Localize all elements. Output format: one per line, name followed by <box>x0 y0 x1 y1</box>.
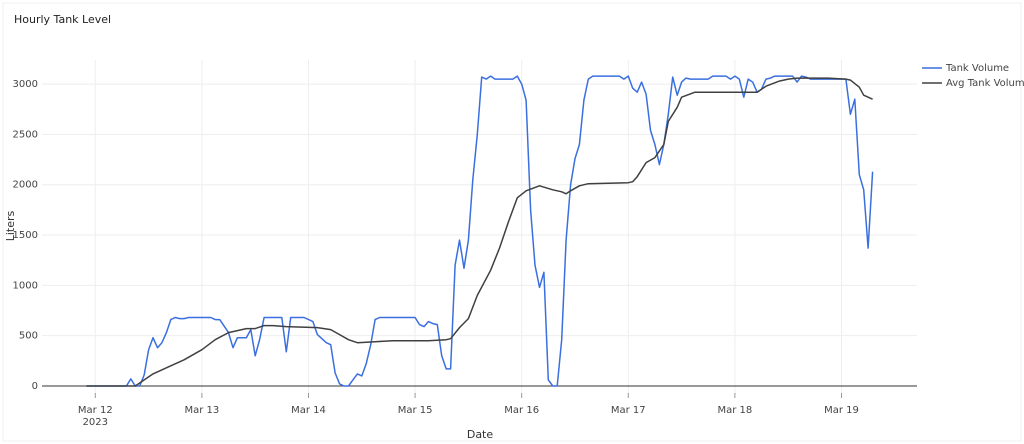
y-axis-title: Liters <box>4 210 17 241</box>
chart-title: Hourly Tank Level <box>14 13 111 26</box>
x-tick-label-line: Mar 16 <box>504 405 539 416</box>
x-tick-label-line: Mar 17 <box>611 405 646 416</box>
legend-label: Avg Tank Volume <box>946 78 1024 89</box>
x-tick-label: Mar 12 2023 <box>78 405 113 428</box>
legend-label: Tank Volume <box>945 63 1009 74</box>
y-tick-label: 2500 <box>13 129 38 140</box>
series-line <box>86 75 874 387</box>
y-tick-label: 3000 <box>13 79 38 90</box>
x-tick-label-line: Mar 12 <box>78 405 113 416</box>
x-tick-label: Mar 15 <box>398 405 433 416</box>
x-tick-label-line: Mar 13 <box>185 405 220 416</box>
x-tick-label-line: 2023 <box>83 417 108 428</box>
y-tick-label: 2000 <box>13 180 38 191</box>
x-axis-title: Date <box>467 428 494 441</box>
x-tick-label-line: Mar 18 <box>718 405 753 416</box>
x-tick-label: Mar 19 <box>824 405 859 416</box>
x-tick-label: Mar 16 <box>504 405 539 416</box>
y-tick-label: 1000 <box>13 280 38 291</box>
x-tick-label-line: Mar 19 <box>824 405 859 416</box>
y-tick-label: 0 <box>32 381 38 392</box>
y-tick-label: 1500 <box>13 230 38 241</box>
x-tick-label: Mar 14 <box>291 405 326 416</box>
x-tick-label-line: Mar 14 <box>291 405 326 416</box>
x-tick-label: Mar 18 <box>718 405 753 416</box>
x-tick-label: Mar 17 <box>611 405 646 416</box>
x-tick-label-line: Mar 15 <box>398 405 433 416</box>
y-tick-label: 500 <box>19 331 38 342</box>
series-line <box>86 77 873 387</box>
x-tick-label: Mar 13 <box>185 405 220 416</box>
